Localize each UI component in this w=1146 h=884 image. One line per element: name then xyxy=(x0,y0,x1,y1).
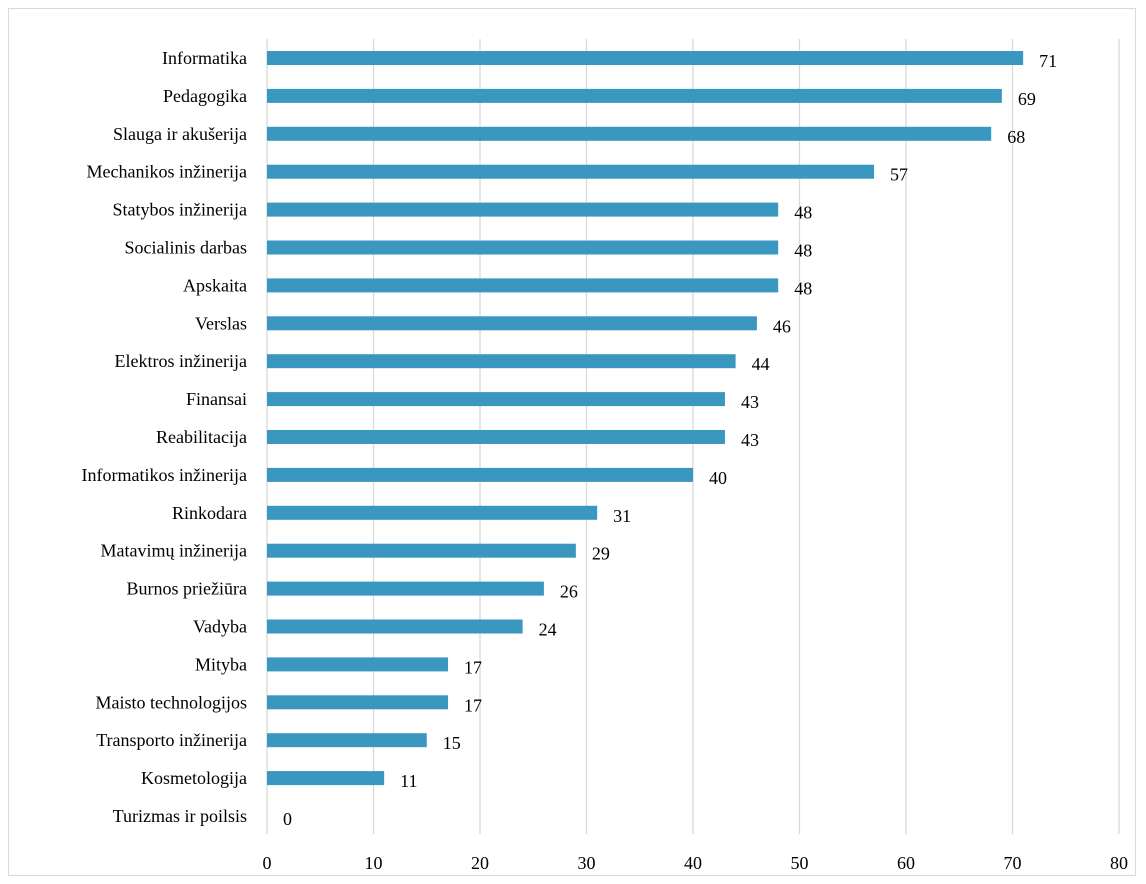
value-label: 44 xyxy=(752,354,770,374)
category-label: Verslas xyxy=(195,313,247,333)
value-label: 26 xyxy=(560,582,578,602)
category-label: Socialinis darbas xyxy=(125,238,247,258)
bar xyxy=(267,657,449,672)
category-label: Burnos priežiūra xyxy=(127,579,247,599)
x-tick-label: 80 xyxy=(1110,853,1128,873)
value-label: 69 xyxy=(1018,89,1036,109)
category-label: Vadyba xyxy=(193,617,247,637)
bar xyxy=(267,278,779,293)
value-label: 17 xyxy=(464,695,482,715)
value-label: 48 xyxy=(794,278,812,298)
category-label: Reabilitacija xyxy=(156,427,247,447)
x-tick-label: 40 xyxy=(684,853,702,873)
bar xyxy=(267,733,427,748)
category-labels: Informatika Pedagogika Slauga ir akušerija… xyxy=(82,48,247,826)
value-label: 57 xyxy=(890,165,908,185)
x-tick-label: 50 xyxy=(791,853,809,873)
category-label: Rinkodara xyxy=(172,503,247,523)
value-label: 31 xyxy=(613,506,631,526)
bar xyxy=(267,164,875,179)
category-label: Kosmetologija xyxy=(141,768,247,788)
value-label: 0 xyxy=(283,809,292,829)
bar xyxy=(267,88,1002,103)
bar xyxy=(267,430,725,444)
bar xyxy=(267,467,693,482)
value-label: 17 xyxy=(464,657,482,677)
value-label: 15 xyxy=(443,733,461,753)
category-label: Turizmas ir poilsis xyxy=(113,806,247,826)
x-tick-label: 20 xyxy=(471,853,489,873)
bar xyxy=(267,543,576,558)
category-label: Statybos inžinerija xyxy=(113,200,247,220)
category-label: Matavimų inžinerija xyxy=(101,541,247,561)
bar xyxy=(267,392,725,407)
category-label: Slauga ir akušerija xyxy=(113,124,247,144)
value-label: 71 xyxy=(1039,51,1057,71)
x-tick-label: 70 xyxy=(1004,853,1022,873)
x-axis-tick-labels: 0 10 20 30 40 50 60 70 80 xyxy=(263,853,1129,873)
value-label: 68 xyxy=(1007,127,1025,147)
value-label: 48 xyxy=(794,203,812,223)
x-tick-label: 60 xyxy=(897,853,915,873)
bar xyxy=(267,316,757,331)
x-tick-label: 30 xyxy=(578,853,596,873)
bar xyxy=(267,51,1024,65)
category-label: Apskaita xyxy=(183,275,247,295)
bar xyxy=(267,354,736,369)
category-label: Informatikos inžinerija xyxy=(82,465,247,485)
value-label: 43 xyxy=(741,430,759,450)
category-label: Informatika xyxy=(162,48,247,68)
category-label: Finansai xyxy=(186,389,247,409)
value-label: 29 xyxy=(592,544,610,564)
category-label: Maisto technologijos xyxy=(96,692,248,712)
category-label: Pedagogika xyxy=(163,86,247,106)
bar xyxy=(267,695,449,710)
value-label: 11 xyxy=(400,771,417,791)
category-label: Mechanikos inžinerija xyxy=(87,162,247,182)
category-label: Mityba xyxy=(195,654,247,674)
bar xyxy=(267,126,992,141)
bar xyxy=(267,240,779,255)
bar xyxy=(267,581,544,596)
value-label: 43 xyxy=(741,392,759,412)
value-label: 46 xyxy=(773,316,791,336)
bars xyxy=(267,51,1024,786)
bar xyxy=(267,619,523,634)
bar xyxy=(267,202,779,217)
value-label: 40 xyxy=(709,468,727,488)
value-label: 24 xyxy=(539,620,557,640)
value-label: 48 xyxy=(794,241,812,261)
x-tick-label: 10 xyxy=(365,853,383,873)
value-labels: 7169685748484846444343403129262417171511… xyxy=(283,51,1057,829)
bar xyxy=(267,505,598,520)
category-label: Transporto inžinerija xyxy=(96,730,247,750)
category-label: Elektros inžinerija xyxy=(115,351,247,371)
x-tick-label: 0 xyxy=(263,853,272,873)
bar xyxy=(267,771,385,786)
